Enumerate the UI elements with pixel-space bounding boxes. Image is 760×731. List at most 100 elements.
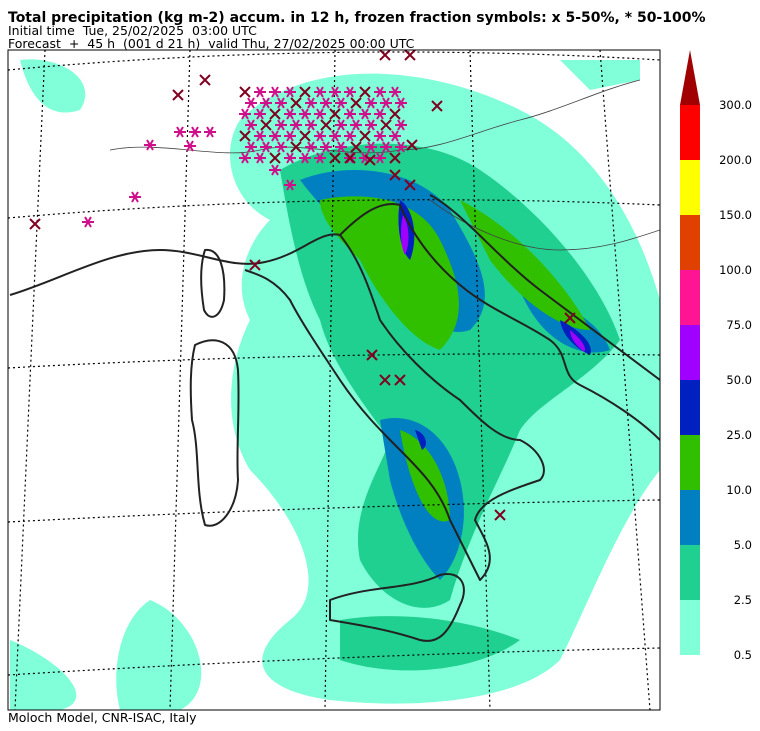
star-symbol (275, 119, 287, 131)
cross-symbol (350, 97, 362, 109)
colorbar-box (680, 105, 700, 160)
cross-symbol (389, 152, 401, 164)
star-symbol (254, 108, 266, 120)
initial-time: Initial time Tue, 25/02/2025 03:00 UTC (8, 23, 257, 38)
colorbar-label: 300.0 (719, 98, 752, 112)
star-symbol (395, 141, 407, 153)
cross-symbol (299, 86, 311, 98)
star-symbol (335, 141, 347, 153)
cross-symbol (249, 259, 261, 271)
colorbar-box (680, 270, 700, 325)
star-symbol (284, 108, 296, 120)
star-symbol (260, 97, 272, 109)
star-symbol (174, 126, 186, 138)
star-symbol (389, 130, 401, 142)
star-symbol (359, 108, 371, 120)
star-symbol (314, 152, 326, 164)
forecast-time: Forecast + 45 h (001 d 21 h) valid Thu, … (8, 36, 415, 51)
star-symbol (314, 130, 326, 142)
star-symbol (374, 130, 386, 142)
cross-symbol (431, 100, 443, 112)
cross-symbol (290, 97, 302, 109)
colorbar-box (680, 435, 700, 490)
colorbar-label: 0.5 (734, 648, 752, 662)
star-symbol (320, 97, 332, 109)
cross-symbol (199, 74, 211, 86)
cross-symbol (329, 152, 341, 164)
star-symbol (284, 86, 296, 98)
star-symbol (365, 141, 377, 153)
star-symbol (269, 86, 281, 98)
colorbar: 0.5 2.5 5.0 10.0 25.0 50.0 75.0 100.0 150.0 200.0… (680, 50, 752, 662)
cross-symbol (494, 509, 506, 521)
cross-symbol (320, 119, 332, 131)
colorbar-label: 50.0 (726, 373, 752, 387)
star-symbol (305, 119, 317, 131)
star-symbol (260, 141, 272, 153)
map-frame (7, 49, 661, 711)
star-symbol (290, 119, 302, 131)
star-symbol (245, 119, 257, 131)
star-symbol (284, 179, 296, 191)
colorbar-label: 2.5 (734, 593, 752, 607)
colorbar-label: 5.0 (734, 538, 752, 552)
star-symbol (314, 86, 326, 98)
star-symbol (389, 86, 401, 98)
cross-symbol (29, 218, 41, 230)
cross-symbol (269, 152, 281, 164)
star-symbol (254, 86, 266, 98)
star-symbol (335, 119, 347, 131)
cross-symbol (379, 50, 391, 61)
cross-symbol (260, 119, 272, 131)
cross-symbol (344, 152, 356, 164)
star-symbol (239, 108, 251, 120)
colorbar-label: 25.0 (726, 428, 752, 442)
cross-symbol (359, 130, 371, 142)
star-symbol (374, 152, 386, 164)
star-symbol (350, 119, 362, 131)
cross-symbol (269, 108, 281, 120)
star-symbol (344, 130, 356, 142)
star-symbol (82, 216, 94, 228)
cross-symbol (389, 169, 401, 181)
cross-symbol (239, 130, 251, 142)
star-symbol (129, 191, 141, 203)
colorbar-extend (680, 50, 700, 105)
colorbar-box (680, 545, 700, 600)
cross-symbol (406, 139, 418, 151)
cross-symbol (350, 141, 362, 153)
colorbar-label: 100.0 (719, 263, 752, 277)
star-symbol (314, 108, 326, 120)
star-symbol (344, 108, 356, 120)
star-symbol (380, 97, 392, 109)
star-symbol (305, 141, 317, 153)
star-symbol (269, 130, 281, 142)
cross-symbol (172, 89, 184, 101)
star-symbol (374, 86, 386, 98)
star-symbol (144, 139, 156, 151)
cross-symbol (239, 86, 251, 98)
colorbar-box (680, 160, 700, 215)
cross-symbol (389, 108, 401, 120)
star-symbol (254, 152, 266, 164)
star-symbol (269, 164, 281, 176)
star-symbol (305, 97, 317, 109)
colorbar-label: 150.0 (719, 208, 752, 222)
star-symbol (189, 126, 201, 138)
star-symbol (335, 97, 347, 109)
star-symbol (395, 119, 407, 131)
colorbar-box (680, 600, 700, 655)
star-symbol (329, 86, 341, 98)
star-symbol (284, 152, 296, 164)
cross-symbol (379, 374, 391, 386)
cross-symbol (329, 108, 341, 120)
colorbar-label: 200.0 (719, 153, 752, 167)
star-symbol (284, 130, 296, 142)
cross-symbol (380, 119, 392, 131)
star-symbol (320, 141, 332, 153)
credit: Moloch Model, CNR-ISAC, Italy (8, 710, 197, 725)
star-symbol (204, 126, 216, 138)
star-symbol (299, 108, 311, 120)
